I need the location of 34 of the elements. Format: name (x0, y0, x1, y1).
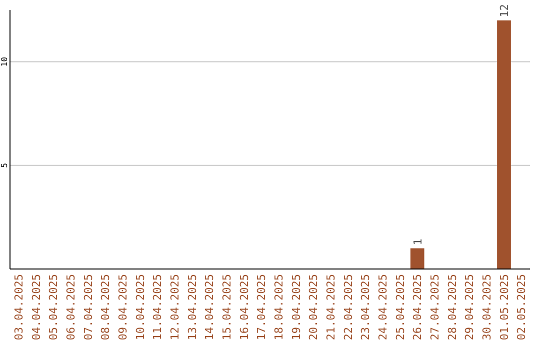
x-tick-label: 13.04.2025 (186, 274, 199, 340)
x-tick-label: 23.04.2025 (359, 274, 372, 340)
y-tick-label: 5 (0, 162, 9, 168)
x-tick-label: 15.04.2025 (220, 274, 234, 340)
data-label: 12 (498, 4, 511, 18)
x-tick-label: 17.04.2025 (255, 274, 268, 340)
x-tick-label: 07.04.2025 (82, 274, 95, 340)
x-tick-label: 25.04.2025 (394, 274, 407, 340)
x-tick-label: 11.04.2025 (151, 274, 164, 340)
x-tick-label: 24.04.2025 (376, 274, 390, 340)
x-tick-label: 06.04.2025 (64, 274, 78, 340)
data-label: 1 (411, 238, 424, 246)
x-tick-label: 04.04.2025 (30, 274, 43, 340)
x-tick-label: 16.04.2025 (238, 274, 251, 340)
x-tick-label: 19.04.2025 (290, 274, 303, 340)
x-tick-label: 22.04.2025 (342, 274, 355, 340)
x-tick-label: 08.04.2025 (99, 274, 112, 340)
x-tick-label: 12.04.2025 (168, 274, 182, 340)
x-tick-label: 09.04.2025 (116, 274, 130, 340)
x-tick-label: 27.04.2025 (428, 274, 442, 340)
x-tick-label: 14.04.2025 (203, 274, 216, 340)
x-tick-label: 30.04.2025 (480, 274, 494, 340)
x-tick-label: 20.04.2025 (307, 274, 320, 340)
x-tick-label: 21.04.2025 (324, 274, 338, 340)
x-tick-label: 28.04.2025 (446, 274, 459, 340)
x-tick-label: 10.04.2025 (134, 274, 147, 340)
x-tick-label: 26.04.2025 (411, 274, 424, 340)
x-tick-label: 18.04.2025 (272, 274, 286, 340)
y-tick-label: 10 (0, 56, 9, 67)
x-tick-label: 05.04.2025 (47, 274, 60, 340)
x-tick-label: 29.04.2025 (463, 274, 476, 340)
x-tick-label: 02.05.2025 (515, 274, 528, 340)
x-tick-label: 03.04.2025 (12, 274, 26, 340)
x-tick-label: 01.05.2025 (498, 274, 511, 340)
